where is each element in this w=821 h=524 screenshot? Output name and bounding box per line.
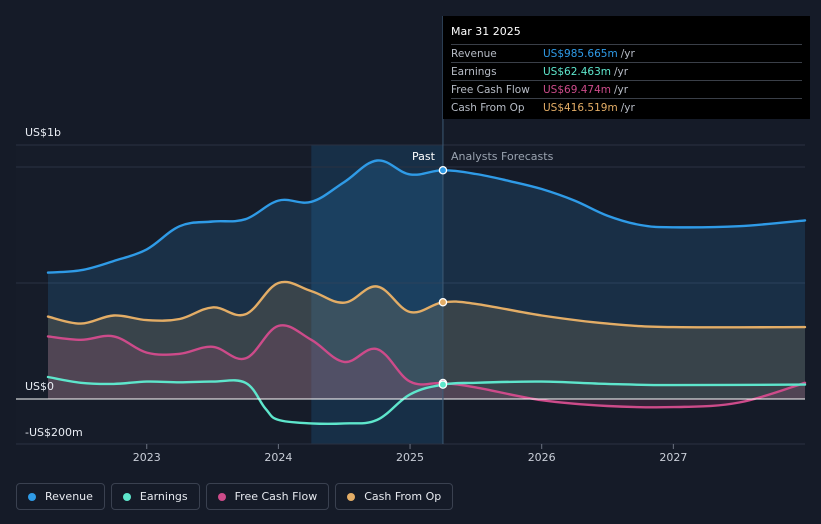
tooltip-unit: /yr (620, 47, 635, 60)
legend-dot-icon (347, 492, 356, 501)
line-cash-from-op (46, 280, 807, 329)
tooltip-row-cash-from-op: Cash From Op US$416.519m /yr (451, 98, 802, 116)
x-tick-label: 2023 (133, 451, 161, 464)
y-tick-label: -US$200m (25, 426, 83, 439)
series-lines (46, 159, 807, 426)
legend-label: Earnings (139, 490, 188, 503)
tooltip-label: Earnings (451, 65, 497, 78)
tooltip-value: US$69.474m (543, 83, 611, 96)
tooltip-row-free-cash-flow: Free Cash Flow US$69.474m /yr (451, 80, 802, 98)
area-revenue (48, 160, 805, 399)
tooltip-date: Mar 31 2025 (451, 25, 521, 38)
legend-item-free-cash-flow[interactable]: Free Cash Flow (205, 483, 330, 510)
tooltip-value: US$416.519m (543, 101, 618, 114)
tooltip-unit: /yr (614, 83, 629, 96)
legend-item-revenue[interactable]: Revenue (16, 483, 105, 510)
line-earnings (46, 375, 807, 426)
forecast-label: Analysts Forecasts (451, 150, 554, 163)
x-axis-labels: 2023 2024 2025 2026 2027 (133, 444, 687, 464)
legend-dot-icon (122, 492, 131, 501)
marker-earnings (438, 380, 448, 389)
x-tick-label: 2025 (396, 451, 424, 464)
tooltip-label: Revenue (451, 47, 497, 60)
series-areas (48, 160, 805, 408)
legend-dot-icon (28, 492, 36, 501)
marker-revenue (438, 165, 448, 175)
legend-item-earnings[interactable]: Earnings (110, 483, 200, 510)
y-tick-label: US$1b (25, 126, 61, 139)
y-axis-labels: US$1b US$0 -US$200m (25, 126, 83, 439)
series-markers (438, 165, 448, 389)
legend: Revenue Earnings Free Cash Flow Cash Fro… (16, 483, 454, 510)
marker-cash-from-op (438, 298, 448, 307)
x-tick-label: 2024 (264, 451, 292, 464)
tooltip-value: US$62.463m (543, 65, 611, 78)
legend-label: Free Cash Flow (234, 490, 318, 503)
tooltip-unit: /yr (620, 101, 635, 114)
legend-label: Cash From Op (364, 490, 442, 503)
highlight-band (311, 145, 443, 444)
tooltip-row-revenue: Revenue US$985.665m /yr (451, 44, 802, 62)
line-revenue (46, 159, 807, 274)
tooltip-row-earnings: Earnings US$62.463m /yr (451, 62, 802, 80)
legend-dot-icon (217, 492, 226, 501)
y-tick-label: US$0 (25, 380, 54, 393)
tooltip-label: Free Cash Flow (451, 83, 530, 96)
tooltip-value: US$985.665m (543, 47, 618, 60)
area-free-cash-flow (48, 325, 805, 408)
past-label: Past (412, 150, 436, 163)
line-free-cash-flow (46, 324, 807, 409)
area-cash-from-op (48, 281, 805, 399)
tooltip: Mar 31 2025 Revenue US$985.665m /yr Earn… (443, 16, 810, 119)
x-tick-label: 2027 (659, 451, 687, 464)
tooltip-unit: /yr (614, 65, 629, 78)
x-tick-label: 2026 (528, 451, 556, 464)
tooltip-label: Cash From Op (451, 101, 525, 114)
legend-label: Revenue (45, 490, 93, 503)
legend-item-cash-from-op[interactable]: Cash From Op (335, 483, 454, 510)
